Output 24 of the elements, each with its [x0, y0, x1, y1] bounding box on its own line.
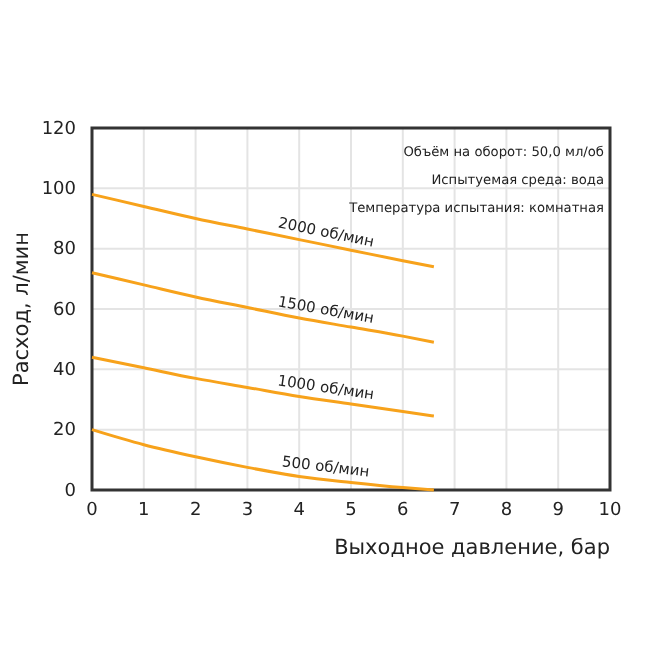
y-tick-label: 120 — [41, 119, 77, 140]
x-tick-label: 7 — [448, 500, 461, 521]
x-tick-label: 4 — [293, 500, 306, 521]
y-tick-label: 80 — [53, 240, 77, 261]
y-tick-label: 60 — [53, 300, 77, 321]
x-tick-label: 6 — [397, 500, 410, 521]
x-tick-label: 3 — [241, 500, 254, 521]
y-tick-label: 20 — [53, 421, 77, 442]
x-tick-label: 1 — [138, 500, 150, 521]
line-series — [90, 428, 436, 492]
x-tick-label: 2 — [189, 500, 202, 521]
x-tick-label: 8 — [500, 500, 513, 521]
y-tick-label: 0 — [64, 481, 77, 502]
x-axis-title: Выходное давление, бар — [334, 536, 611, 560]
y-axis-title: Расход, л/мин — [10, 232, 34, 386]
x-tick-label: 5 — [345, 500, 357, 521]
line-series — [90, 355, 436, 418]
x-tick-label: 0 — [86, 500, 99, 521]
x-tick-label: 9 — [552, 500, 565, 521]
line-series — [90, 271, 436, 344]
x-tick-label: 10 — [598, 500, 622, 521]
y-tick-label: 100 — [41, 180, 77, 201]
line-series — [90, 192, 436, 269]
y-tick-label: 40 — [53, 361, 77, 382]
